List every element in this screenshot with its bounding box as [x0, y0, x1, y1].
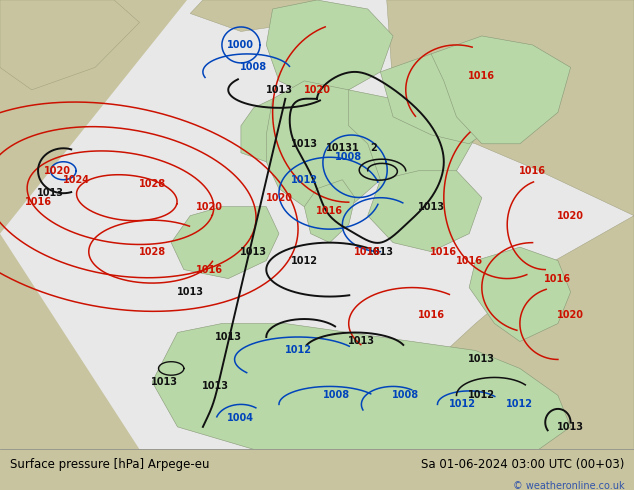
Text: 1016: 1016	[418, 310, 444, 319]
Text: 1013: 1013	[37, 188, 64, 198]
Text: 1028: 1028	[139, 246, 165, 257]
Text: 1013: 1013	[557, 422, 584, 432]
Text: 1016: 1016	[196, 265, 223, 274]
Text: 1016: 1016	[456, 256, 482, 266]
Text: 1013: 1013	[469, 354, 495, 365]
Polygon shape	[469, 247, 571, 342]
Polygon shape	[380, 54, 520, 144]
Polygon shape	[241, 99, 298, 162]
Text: 1000: 1000	[228, 40, 254, 50]
Text: 1016: 1016	[430, 246, 457, 257]
Polygon shape	[152, 323, 571, 449]
Text: 1008: 1008	[240, 62, 267, 73]
Text: 1004: 1004	[228, 413, 254, 423]
Text: 1020: 1020	[557, 211, 584, 220]
Polygon shape	[431, 36, 571, 144]
Text: 1016: 1016	[25, 197, 51, 207]
Polygon shape	[0, 0, 634, 449]
Text: 1013: 1013	[418, 202, 444, 212]
Polygon shape	[368, 171, 482, 252]
Text: 1008: 1008	[323, 391, 349, 400]
Text: 1013: 1013	[177, 287, 204, 297]
Text: 1012: 1012	[291, 256, 318, 266]
Text: 1013: 1013	[367, 246, 394, 257]
Text: 1016: 1016	[316, 206, 343, 216]
Polygon shape	[0, 0, 139, 90]
Polygon shape	[387, 0, 634, 216]
Text: 1020: 1020	[304, 85, 330, 95]
Text: 1013: 1013	[240, 246, 267, 257]
Text: 1013: 1013	[266, 85, 292, 95]
Polygon shape	[266, 0, 393, 99]
Text: 1016: 1016	[519, 166, 546, 176]
Text: 1016: 1016	[354, 246, 381, 257]
Text: 1012: 1012	[450, 399, 476, 410]
Text: Surface pressure [hPa] Arpege-eu: Surface pressure [hPa] Arpege-eu	[10, 458, 209, 471]
Text: 10131: 10131	[325, 143, 359, 153]
Text: 1008: 1008	[335, 152, 362, 162]
Text: 1013: 1013	[202, 381, 229, 392]
Polygon shape	[171, 207, 279, 279]
Text: 1028: 1028	[139, 179, 165, 189]
Text: 1016: 1016	[545, 273, 571, 284]
Polygon shape	[266, 81, 393, 216]
Text: 1020: 1020	[196, 202, 223, 212]
Text: 1020: 1020	[266, 193, 292, 203]
Text: 2: 2	[371, 143, 377, 153]
Text: 1012: 1012	[291, 175, 318, 185]
Polygon shape	[190, 0, 317, 31]
Text: 1020: 1020	[557, 310, 584, 319]
Text: 1012: 1012	[507, 399, 533, 410]
Polygon shape	[304, 180, 355, 243]
Text: 1013: 1013	[215, 332, 242, 342]
Text: © weatheronline.co.uk: © weatheronline.co.uk	[513, 481, 624, 490]
Text: 1013: 1013	[152, 377, 178, 387]
Text: Sa 01-06-2024 03:00 UTC (00+03): Sa 01-06-2024 03:00 UTC (00+03)	[421, 458, 624, 471]
Text: 1013: 1013	[291, 139, 318, 149]
Polygon shape	[285, 216, 634, 449]
Text: 1012: 1012	[285, 345, 311, 355]
Text: 1016: 1016	[469, 72, 495, 81]
Text: 1008: 1008	[392, 391, 419, 400]
Polygon shape	[349, 81, 482, 189]
Text: 1012: 1012	[469, 391, 495, 400]
Text: 1013: 1013	[348, 337, 375, 346]
Text: 1020: 1020	[44, 166, 70, 176]
Text: 1024: 1024	[63, 175, 89, 185]
